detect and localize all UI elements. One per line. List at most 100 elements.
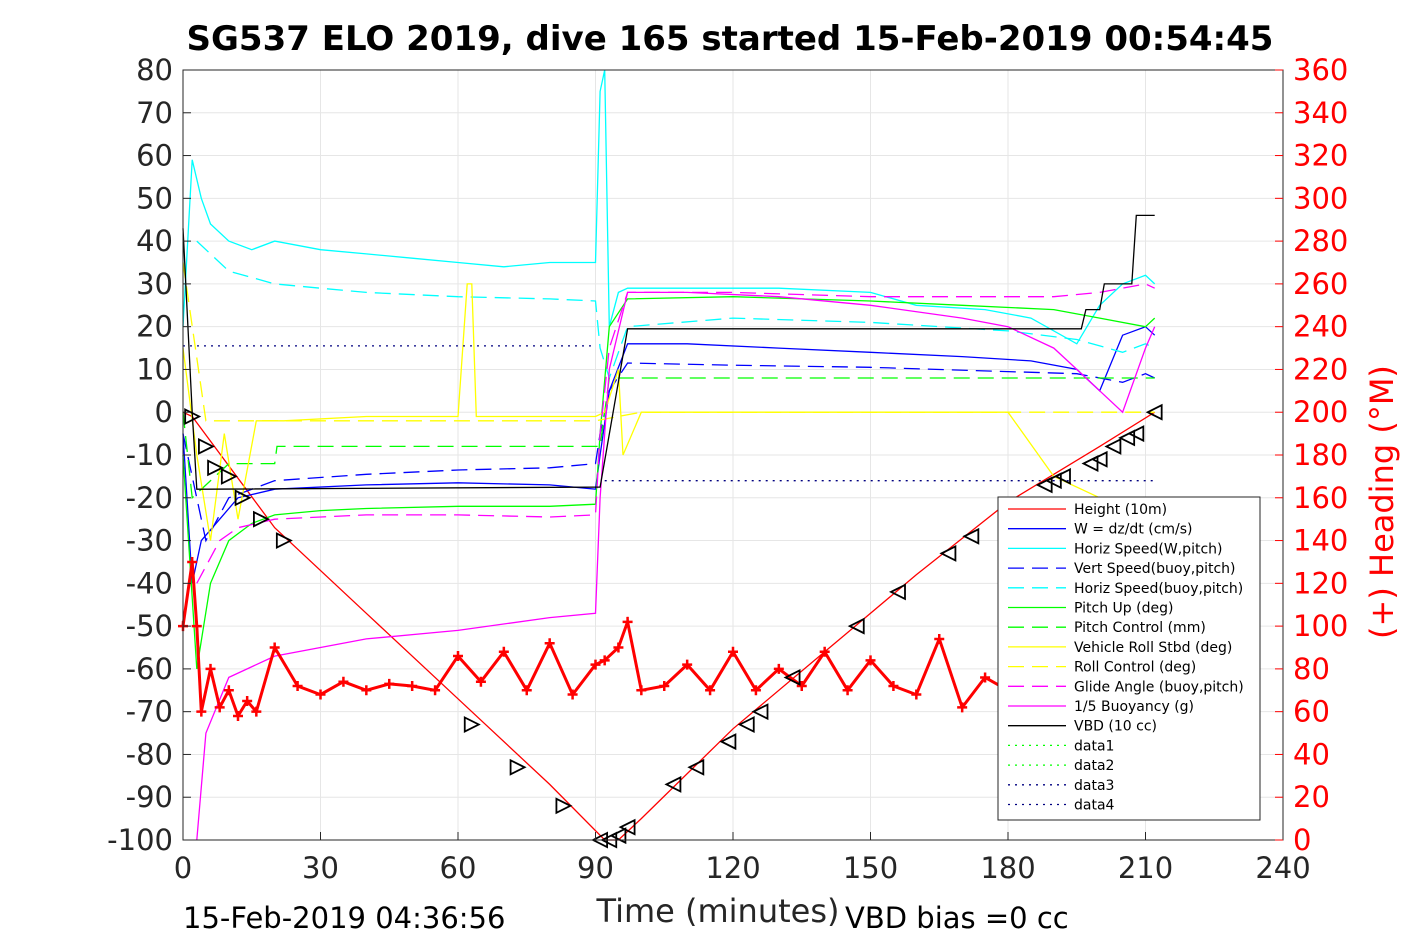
profile-marker (220, 467, 238, 485)
heading-point (934, 633, 945, 644)
y-tick-label: -100 (107, 823, 173, 857)
profile-marker (1053, 467, 1071, 485)
y2-tick-label: 360 (1293, 53, 1348, 87)
legend-label: data1 (1074, 738, 1114, 754)
legend-label: Horiz Speed(buoy,pitch) (1074, 581, 1243, 597)
y2-tick-label: 200 (1293, 395, 1348, 429)
profile-marker (198, 437, 215, 455)
profile-marker (664, 775, 682, 793)
profile-marker (847, 617, 865, 635)
heading-point (521, 685, 532, 696)
profile-marker (618, 818, 636, 836)
x-tick-label: 120 (705, 851, 760, 885)
y-tick-label: -30 (126, 524, 173, 558)
profile-marker (184, 408, 202, 425)
y2-tick-label: 160 (1293, 481, 1348, 515)
x-tick-label: 60 (440, 851, 477, 885)
heading-point (214, 702, 225, 713)
profile-marker (509, 758, 527, 776)
y-tick-label: 0 (155, 395, 173, 429)
profile-marker (962, 527, 980, 545)
y-tick-label: 30 (136, 267, 173, 301)
heading-point (888, 681, 899, 691)
legend-label: Glide Angle (buoy,pitch) (1074, 679, 1244, 695)
x-tick-label: 0 (174, 851, 192, 885)
y-tick-label: -70 (126, 695, 173, 729)
heading-point (191, 621, 202, 632)
heading-point (957, 702, 968, 713)
heading-point (636, 685, 647, 696)
heading-point (498, 646, 509, 657)
profile-marker (609, 827, 627, 845)
profile-marker (234, 489, 252, 507)
y2-tick-label: 340 (1293, 96, 1348, 130)
profile-marker (783, 668, 801, 686)
profile-marker (253, 510, 270, 528)
profile-marker (751, 703, 769, 721)
heading-point (865, 655, 876, 666)
y-tick-label: 20 (136, 310, 173, 344)
heading-point (384, 678, 395, 689)
heading-point (819, 646, 830, 657)
heading-point (911, 689, 922, 700)
heading-point (269, 642, 280, 653)
profile-marker (1090, 450, 1108, 468)
series-layer (182, 69, 1156, 841)
profile-marker (1104, 437, 1122, 455)
heading-point (453, 651, 463, 662)
x-tick-label: 30 (302, 851, 339, 885)
heading-point (196, 706, 207, 717)
y-tick-label: -10 (126, 438, 173, 472)
y2-tick-label: 300 (1293, 181, 1348, 215)
legend-label: data2 (1074, 758, 1114, 774)
footer-vbd-bias: VBD bias =0 cc (845, 901, 1069, 935)
heading-point (842, 685, 853, 696)
y2-tick-label: 120 (1293, 566, 1348, 600)
series-line-12 (182, 214, 1155, 490)
y-tick-label: -50 (126, 609, 173, 643)
heading-point (475, 676, 486, 687)
right-axis-label: (+) Heading (°M) (1363, 365, 1401, 639)
heading-point (613, 642, 624, 653)
legend-label: Horiz Speed(W,pitch) (1074, 541, 1222, 557)
y-tick-label: -20 (126, 481, 173, 515)
heading-point (242, 695, 253, 706)
heading-point (622, 616, 633, 627)
heading-point (187, 556, 198, 567)
profile-marker (1145, 403, 1163, 421)
y-tick-label: 60 (136, 139, 173, 173)
y-tick-label: -60 (126, 652, 173, 686)
footer-timestamp: 15-Feb-2019 04:36:56 (183, 901, 505, 935)
heading-point (728, 646, 738, 657)
chart-title: SG537 ELO 2019, dive 165 started 15-Feb-… (187, 19, 1274, 59)
heading-point (292, 681, 303, 691)
legend-label: Height (10m) (1074, 502, 1167, 518)
y-tick-label: -90 (126, 780, 173, 814)
heading-point (361, 685, 372, 696)
profile-marker (1035, 476, 1053, 494)
series-line-3 (182, 69, 1156, 345)
profile-marker (275, 532, 293, 550)
profile-marker (463, 716, 481, 733)
y2-tick-label: 140 (1293, 524, 1348, 558)
legend-label: 1/5 Buoyancy (g) (1074, 699, 1194, 715)
heading-point (773, 663, 784, 674)
heading-point (750, 685, 761, 696)
legend-label: data3 (1074, 778, 1114, 794)
y-tick-label: 50 (136, 181, 173, 215)
heading-point (315, 689, 326, 700)
heading-point (205, 663, 216, 674)
heading-point (796, 681, 807, 691)
legend-label: Vehicle Roll Stbd (deg) (1074, 640, 1232, 656)
heading-layer (178, 556, 1036, 721)
ticks: 0 30 60 90 120 150 180 210 24080706050403020100-… (107, 53, 1348, 885)
y2-tick-label: 100 (1293, 609, 1348, 643)
y-tick-label: 40 (136, 224, 173, 258)
profile-marker (555, 797, 573, 815)
heading-point (682, 659, 693, 670)
series-line-9 (182, 262, 1155, 422)
series-line-10 (196, 283, 1155, 584)
heading-point (338, 676, 349, 687)
legend: Height (10m) W = dz/dt (cm/s) Horiz Speed(… (997, 496, 1261, 821)
heading-point (223, 685, 234, 696)
